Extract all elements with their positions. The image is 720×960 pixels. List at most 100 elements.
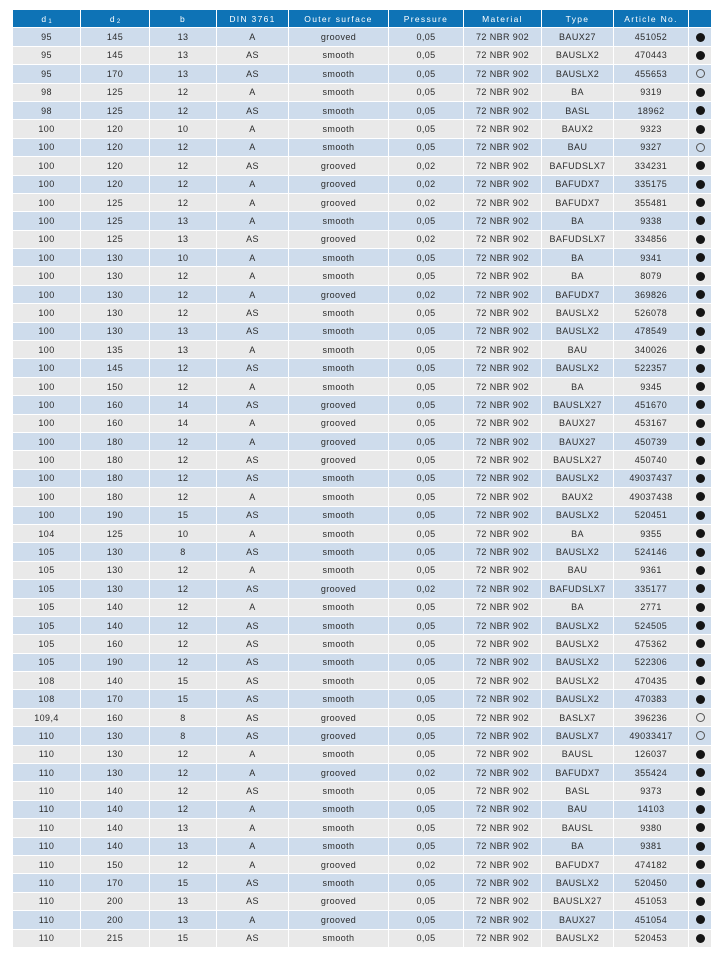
cell-availability (689, 378, 711, 395)
cell-type: BA (542, 837, 614, 855)
cell-type: BAUSLX2 (542, 653, 614, 672)
cell-type: BAUSLX7 (542, 727, 614, 745)
header-label: d (109, 13, 116, 24)
cell-d2: 190 (81, 653, 150, 672)
cell-material: 72 NBR 902 (464, 249, 542, 267)
cell-d2: 200 (81, 892, 150, 911)
cell-type: BAFUDSLX7 (542, 230, 614, 249)
cell-d1: 105 (13, 635, 81, 653)
cell-type: BAUSLX2 (542, 469, 614, 488)
cell-b: 12 (150, 267, 217, 285)
cell-article: 522306 (614, 653, 689, 672)
cell-surface: smooth (289, 138, 389, 157)
cell-surface: smooth (289, 543, 389, 561)
availability-dot-filled (695, 32, 705, 42)
cell-din: AS (217, 304, 289, 322)
cell-availability (689, 525, 711, 542)
availability-dot-open (695, 142, 705, 152)
cell-surface: smooth (289, 635, 389, 653)
cell-article: 451670 (614, 396, 689, 414)
cell-d2: 145 (81, 359, 150, 377)
table-row: 100 160 14 AS grooved 0,05 72 NBR 902 BAUSLX27 4… (13, 396, 711, 415)
header-label: d (41, 13, 48, 24)
cell-type: BAUSL (542, 745, 614, 764)
cell-article: 522357 (614, 359, 689, 377)
availability-dot-filled (695, 87, 705, 97)
cell-availability (689, 28, 711, 45)
cell-b: 12 (150, 764, 217, 782)
cell-pressure: 0,05 (389, 690, 464, 708)
cell-surface: smooth (289, 874, 389, 892)
cell-d1: 110 (13, 819, 81, 837)
cell-material: 72 NBR 902 (464, 285, 542, 304)
cell-b: 10 (150, 249, 217, 267)
cell-d1: 110 (13, 837, 81, 855)
availability-dot-open (695, 69, 705, 79)
cell-article: 520451 (614, 506, 689, 524)
cell-d2: 120 (81, 157, 150, 175)
cell-availability (689, 231, 711, 248)
cell-availability (689, 65, 711, 82)
cell-din: AS (217, 396, 289, 414)
cell-d1: 105 (13, 653, 81, 672)
cell-type: BAFUDX7 (542, 855, 614, 874)
table-row: 110 215 15 AS smooth 0,05 72 NBR 902 BAUSLX2 520… (13, 929, 711, 948)
cell-din: AS (217, 727, 289, 745)
cell-type: BAUX27 (542, 414, 614, 432)
cell-type: BAFUDX7 (542, 175, 614, 193)
cell-type: BAUSL (542, 819, 614, 837)
cell-article: 335175 (614, 175, 689, 193)
availability-dot-filled (695, 271, 705, 281)
cell-d2: 140 (81, 672, 150, 690)
cell-surface: smooth (289, 819, 389, 837)
cell-b: 12 (150, 451, 217, 469)
cell-pressure: 0,05 (389, 304, 464, 322)
table-row: 100 130 13 AS smooth 0,05 72 NBR 902 BAUSLX2 478… (13, 322, 711, 342)
cell-din: A (217, 138, 289, 157)
cell-surface: smooth (289, 488, 389, 506)
cell-d1: 108 (13, 672, 81, 690)
cell-d1: 109,4 (13, 708, 81, 727)
table-row: 100 190 15 AS smooth 0,05 72 NBR 902 BAUSLX2 520… (13, 506, 711, 525)
cell-article: 334231 (614, 157, 689, 175)
cell-d2: 150 (81, 377, 150, 396)
cell-availability (689, 470, 711, 487)
cell-availability (689, 801, 711, 818)
availability-dot-filled (695, 878, 705, 888)
cell-article: 474182 (614, 855, 689, 874)
cell-availability (689, 599, 711, 616)
cell-d1: 105 (13, 561, 81, 580)
cell-surface: smooth (289, 837, 389, 855)
cell-d2: 190 (81, 506, 150, 524)
cell-d2: 130 (81, 745, 150, 764)
cell-availability (689, 893, 711, 910)
cell-din: A (217, 911, 289, 929)
cell-surface: smooth (289, 672, 389, 690)
cell-d2: 140 (81, 800, 150, 819)
cell-availability (689, 580, 711, 597)
cell-b: 12 (150, 653, 217, 672)
cell-din: AS (217, 929, 289, 947)
cell-material: 72 NBR 902 (464, 911, 542, 929)
cell-din: A (217, 249, 289, 267)
cell-pressure: 0,02 (389, 157, 464, 175)
cell-surface: grooved (289, 892, 389, 911)
cell-b: 13 (150, 819, 217, 837)
cell-material: 72 NBR 902 (464, 267, 542, 285)
availability-dot-open (695, 731, 705, 741)
cell-article: 478549 (614, 322, 689, 341)
cell-pressure: 0,02 (389, 285, 464, 304)
cell-d1: 105 (13, 616, 81, 635)
table-row: 109,4 160 8 AS grooved 0,05 72 NBR 902 BASLX7 39… (13, 708, 711, 728)
cell-surface: smooth (289, 929, 389, 947)
cell-material: 72 NBR 902 (464, 653, 542, 672)
header-type: Type (542, 10, 614, 28)
cell-material: 72 NBR 902 (464, 745, 542, 764)
